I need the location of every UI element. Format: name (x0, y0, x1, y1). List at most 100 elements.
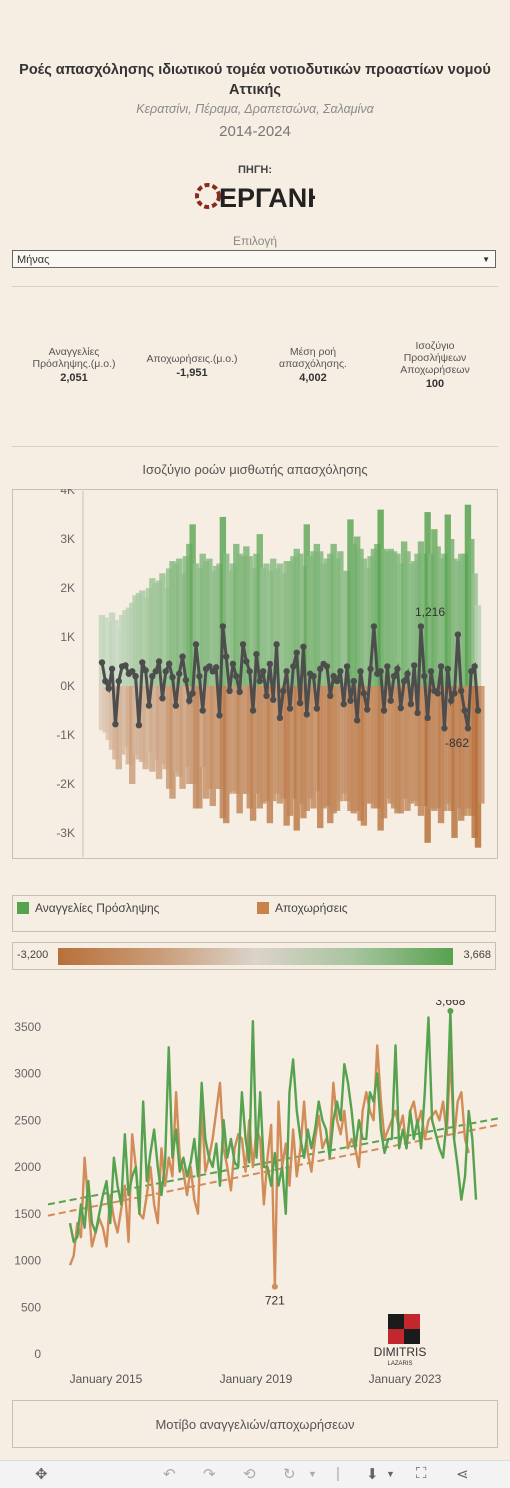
year-range: 2014-2024 (219, 123, 291, 140)
bar-exits (159, 686, 166, 765)
separator: | (336, 1465, 340, 1482)
download-icon[interactable]: ⬇ (366, 1466, 379, 1483)
refresh-icon[interactable]: ↻ (283, 1466, 296, 1483)
bar-exits (377, 686, 384, 831)
bar-hires (192, 563, 200, 686)
period-select[interactable]: Μήνας ▼ (12, 250, 496, 268)
balance-point (461, 707, 468, 714)
bar-hires (458, 553, 465, 686)
bar-exits (327, 686, 334, 824)
share-icon[interactable]: ⋖ (456, 1466, 469, 1483)
balance-point (468, 668, 475, 675)
filter-label: Επιλογή (232, 234, 278, 248)
bar-hires (441, 553, 448, 686)
y-tick-label: 1500 (14, 1207, 41, 1221)
annotation-min: 721 (265, 1294, 285, 1308)
y-tick-label: 1000 (14, 1254, 41, 1268)
revert-icon[interactable]: ⟲ (243, 1466, 256, 1483)
redo-icon[interactable]: ↷ (203, 1466, 216, 1483)
kpi-label: Πρόσληψης.(μ.ο.) (32, 358, 116, 370)
bar-hires (212, 565, 220, 686)
balance-point (196, 673, 203, 680)
bar-exits (226, 686, 233, 794)
bar-hires (223, 553, 230, 686)
bar-exits (434, 686, 441, 809)
balance-point (179, 653, 186, 660)
balance-point (229, 660, 237, 668)
balance-point (169, 673, 176, 681)
bar-hires (122, 610, 129, 686)
bar-exits (421, 686, 428, 807)
series-line (68, 1009, 478, 1244)
bar-exits (323, 686, 331, 807)
balance-point (471, 663, 478, 670)
bar-hires (98, 614, 106, 686)
pattern-button[interactable]: Μοτίβο αναγγελιών/αποχωρήσεων (12, 1400, 498, 1448)
bar-hires (162, 588, 169, 686)
balance-point (310, 673, 317, 680)
bar-hires (364, 568, 371, 686)
bar-exits (380, 686, 388, 819)
bar-hires (233, 543, 240, 686)
balance-point (239, 641, 247, 648)
balance-point (263, 692, 270, 699)
bar-hires (165, 568, 173, 686)
bar-hires (202, 561, 210, 686)
bar-hires (303, 524, 310, 686)
bar-hires (270, 558, 277, 686)
bar-exits (243, 686, 250, 794)
bar-exits (165, 686, 173, 789)
bar-hires (102, 617, 109, 686)
balance-point (165, 660, 173, 668)
balance-point (407, 700, 415, 708)
bar-hires (206, 558, 213, 686)
y-tick-label: 2K (60, 581, 75, 595)
x-tick-label: January 2019 (220, 1372, 293, 1386)
bar-hires (400, 541, 408, 686)
bar-hires (468, 539, 475, 686)
trend-line-chart[interactable]: 3500 3000 2500 2000 1500 1000 500 0 January 2015… (0, 1000, 510, 1395)
kpi-value: -1,951 (176, 367, 208, 379)
balance-point (159, 695, 166, 702)
bar-exits (219, 686, 227, 819)
balance-point (102, 677, 109, 685)
y-tick-label: -3K (56, 826, 75, 840)
bar-exits (353, 686, 361, 811)
bar-exits (303, 686, 310, 811)
bar-hires (139, 590, 146, 686)
bar-exits (182, 686, 190, 767)
fullscreen-icon[interactable]: ⛶ (416, 1465, 427, 1482)
source-label: ΠΗΓΗ: (237, 164, 273, 176)
move-icon[interactable]: ✥ (35, 1466, 48, 1483)
balance-point (384, 663, 391, 670)
color-scale-max: 3,668 (463, 949, 491, 961)
balance-point (216, 712, 223, 719)
bar-exits (155, 686, 163, 780)
balance-point (276, 714, 284, 722)
legend-item-hires[interactable]: Αναγγελίες Πρόσληψης (17, 901, 159, 915)
bar-exits (310, 686, 317, 809)
bar-exits (246, 686, 253, 809)
balance-point (454, 631, 462, 638)
logo-name: DIMITRIS (374, 1345, 427, 1359)
bar-hires (300, 565, 307, 686)
bar-exits (360, 686, 368, 826)
chevron-down-icon[interactable]: ▼ (386, 1469, 395, 1479)
balance-point (155, 658, 163, 665)
balance-point (199, 707, 206, 714)
bar-exits (337, 686, 344, 802)
balance-point (364, 706, 371, 713)
bar-hires (249, 568, 257, 686)
bar-hires (196, 568, 203, 686)
bar-exits (259, 686, 267, 804)
bar-hires (189, 524, 196, 686)
undo-icon[interactable]: ↶ (163, 1466, 176, 1483)
ergani-logo[interactable]: ΕΡΓΑΝΗ (195, 178, 315, 214)
bar-hires (340, 570, 347, 686)
chevron-down-icon[interactable]: ▼ (308, 1469, 317, 1479)
y-tick-label: 4K (60, 489, 75, 497)
legend-item-exits[interactable]: Αποχωρήσεις (257, 901, 348, 915)
bar-hires (424, 512, 431, 686)
y-tick-label: 3500 (14, 1020, 41, 1034)
